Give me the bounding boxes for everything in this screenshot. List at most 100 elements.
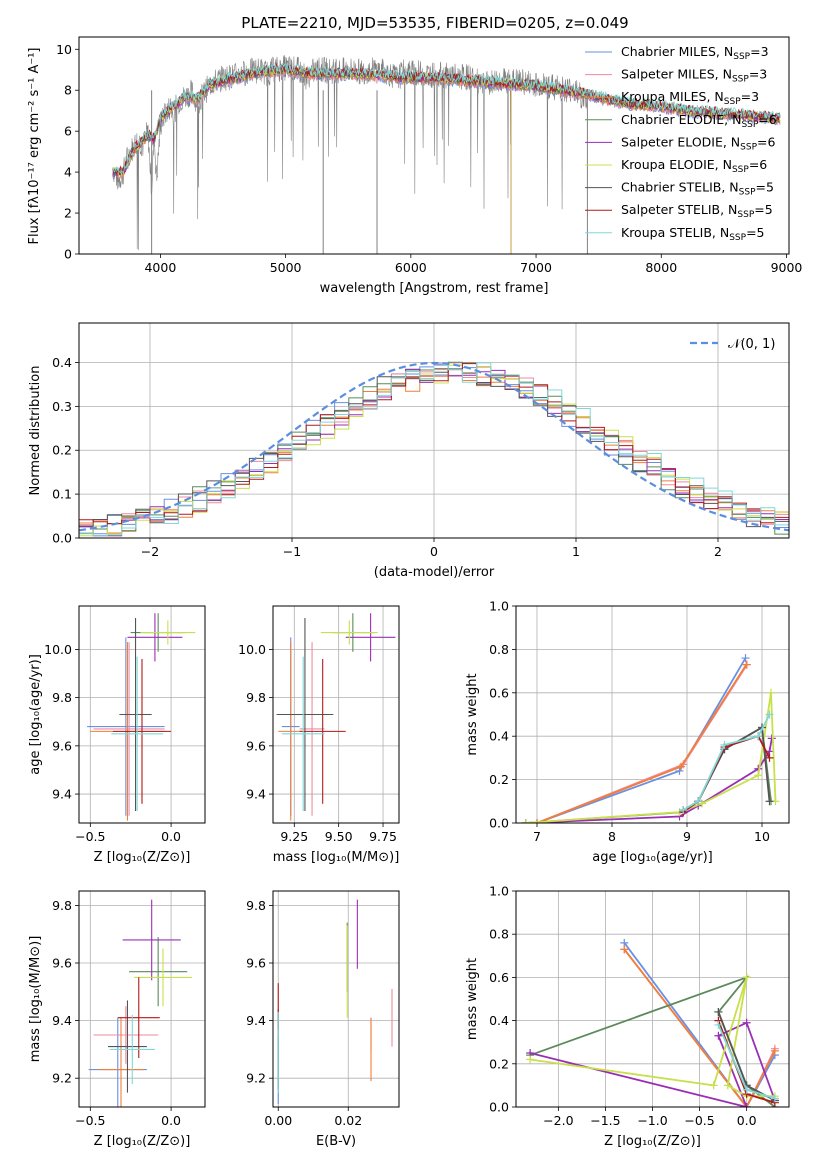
y-tick-label: 9.8 [52,898,72,913]
panel-mass-vs-Z: −0.5 0.0 9.2 9.4 9.6 9.8 Z [log₁₀(Z/Z⊙)] mass [… [28,890,206,1149]
panel-mass-weight-vs-Z: −2.0 −1.5 −1.0 −0.5 0.0 0.0 0.2 0.4 0.6 0.8 1.0 Z [… [465,884,790,1149]
weight-marker [709,1081,718,1090]
weight-marker [675,766,684,775]
x-tick-label: −0.5 [684,1113,714,1128]
histogram-salpeter-stelib [79,363,789,538]
x-tick-label: −2.0 [543,1113,573,1128]
plot-area [79,361,789,538]
y-tick-label: 0.2 [489,772,509,787]
y-tick-label: 9.4 [52,1013,72,1028]
histogram-kroupa-stelib [79,362,789,538]
y-tick-label: 0.4 [489,729,509,744]
y-tick-label: 9.4 [246,1013,266,1028]
x-tick-label: 7 [533,829,541,844]
y-axis-label: Flux [fλ10⁻¹⁷ erg cm⁻² s⁻¹ A⁻¹] [27,48,42,245]
plot-frame [272,890,400,1108]
x-tick-label: 7000 [520,260,552,275]
y-tick-label: 0.3 [52,399,72,414]
y-tick-label: 10 [56,42,72,57]
y-tick-label: 9.6 [246,738,266,753]
weight-marker [533,819,541,823]
y-tick-label: 9.2 [246,1071,266,1086]
weight-marker [765,797,774,806]
weight-marker [767,688,775,697]
weight-marker [770,1094,779,1103]
x-axis-label: (data-model)/error [374,565,495,580]
legend-label: Kroupa MILES, NSSP=3 [621,89,759,107]
x-axis-label: mass [log₁₀(M/M⊙)] [273,850,400,865]
legend-label: Salpeter STELIB, NSSP=5 [621,202,773,220]
x-tick-label: −1 [283,544,301,559]
x-axis-label: Z [log₁₀(Z/Z⊙)] [94,1134,191,1149]
y-tick-label: 10.0 [238,642,266,657]
panel-residuals: −2 −1 0 1 2 0.0 0.1 0.2 0.3 0.4 (data-model)/error… [28,322,790,580]
weight-line-kroupa-miles [623,948,776,1107]
panel-age-vs-mass: 9.25 9.50 9.75 9.4 9.6 9.8 10.0 mass [log₁₀(M/M… [238,605,400,865]
x-tick-label: 0.0 [161,829,181,844]
panels-layer: 4000 5000 6000 7000 8000 90000246810wavelengt… [27,36,803,1149]
weight-marker [526,1055,535,1064]
panel-mass-weight-vs-age: 7 8 9 10 0.0 0.2 0.4 0.6 0.8 1.0 age [log₁₀(age/yr… [465,599,790,865]
y-tick-label: 0 [64,247,72,262]
panel-mass-vs-EBV: 0.00 0.02 9.2 9.4 9.6 9.8 E(B-V) [246,890,400,1149]
y-tick-label: 0.1 [52,487,72,502]
weight-marker [742,973,751,982]
weight-marker [694,797,703,806]
plot-area [276,613,396,821]
weight-marker [742,1085,751,1094]
weight-marker [677,762,685,771]
x-tick-label: 6000 [395,260,427,275]
weight-marker [742,660,751,669]
x-tick-label: −1.0 [637,1113,667,1128]
y-tick-label: 4 [64,165,72,180]
x-tick-label: 0.00 [264,1113,292,1128]
x-tick-label: −1.5 [590,1113,620,1128]
y-tick-label: 2 [64,206,72,221]
x-tick-label: 9000 [771,260,803,275]
weight-marker [679,805,688,814]
y-axis-label: Normed distribution [28,366,43,496]
y-axis-label: mass weight [465,673,480,755]
y-tick-label: 10.0 [44,642,72,657]
y-tick-label: 0.0 [489,816,509,831]
legend-label: Chabrier MILES, NSSP=3 [621,44,769,62]
x-tick-label: 8000 [645,260,677,275]
y-tick-label: 9.6 [52,738,72,753]
weight-marker [754,732,763,741]
y-tick-label: 6 [64,124,72,139]
weight-marker [765,710,774,719]
plot-area [112,55,781,254]
x-axis-label: wavelength [Angstrom, rest frame] [320,281,549,296]
x-tick-label: 0.02 [334,1113,362,1128]
y-tick-label: 9.4 [52,787,72,802]
x-axis-label: Z [log₁₀(Z/Z⊙)] [94,850,191,865]
plot-area [88,899,193,1107]
x-tick-label: 0 [430,544,438,559]
weight-marker [723,1081,732,1090]
x-tick-label: 9.75 [369,829,397,844]
x-tick-label: 4000 [144,260,176,275]
weight-marker [754,771,763,780]
legend-label: Chabrier STELIB, NSSP=5 [621,180,774,198]
plot-frame [515,890,790,1108]
plot-area [87,613,196,821]
y-tick-label: 9.2 [52,1071,72,1086]
weight-marker [742,1018,751,1027]
y-axis-label: mass [log₁₀(M/M⊙)] [28,936,43,1063]
plot-frame [272,605,400,824]
plot-frame [78,322,790,539]
y-axis-label: age [log₁₀(age/yr)] [28,654,43,775]
x-tick-label: 9.25 [280,829,308,844]
y-tick-label: 0.8 [489,642,509,657]
x-tick-label: −2 [141,544,159,559]
x-tick-label: 2 [714,544,722,559]
y-tick-label: 8 [64,83,72,98]
x-tick-label: −0.5 [75,1113,105,1128]
y-tick-label: 9.8 [246,690,266,705]
plot-area [277,899,393,1105]
y-tick-label: 9.8 [52,690,72,705]
x-tick-label: 9.50 [325,829,353,844]
y-tick-label: 0.6 [489,685,509,700]
y-tick-label: 9.8 [246,898,266,913]
